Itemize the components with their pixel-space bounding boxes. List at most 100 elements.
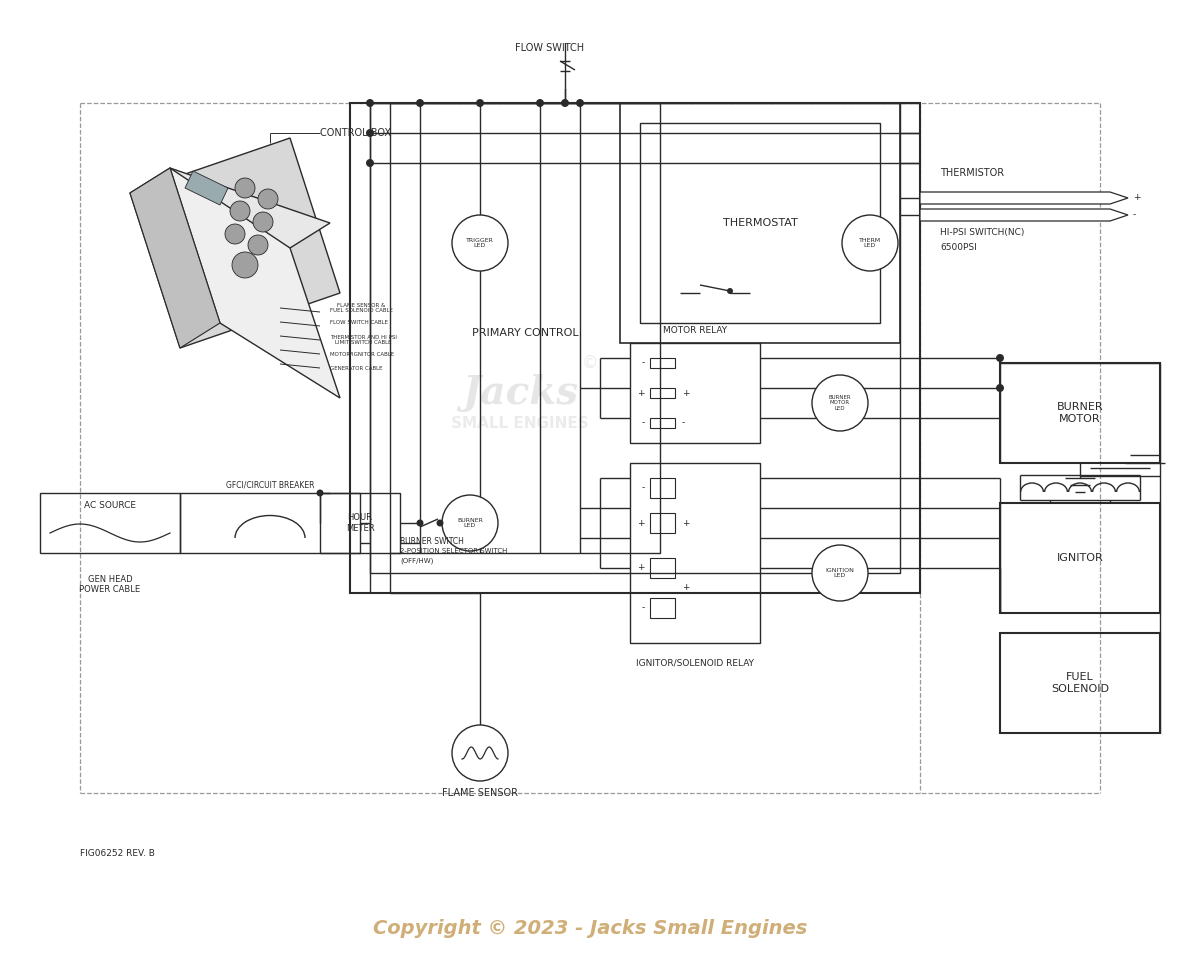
Bar bbox=[620, 103, 900, 343]
Bar bbox=[40, 493, 180, 553]
Circle shape bbox=[842, 215, 898, 271]
Bar bbox=[1000, 503, 1160, 613]
Text: AC SOURCE: AC SOURCE bbox=[84, 500, 136, 510]
Circle shape bbox=[257, 189, 278, 209]
Bar bbox=[180, 493, 360, 553]
Polygon shape bbox=[920, 192, 1128, 204]
Circle shape bbox=[235, 178, 255, 198]
Circle shape bbox=[727, 288, 733, 294]
Text: +: + bbox=[681, 388, 690, 398]
Text: BURNER SWITCH: BURNER SWITCH bbox=[400, 536, 464, 546]
Circle shape bbox=[226, 224, 244, 244]
Text: -: - bbox=[641, 484, 645, 492]
Text: 6500PSI: 6500PSI bbox=[940, 243, 977, 253]
Bar bbox=[629, 463, 761, 643]
Text: SMALL ENGINES: SMALL ENGINES bbox=[451, 415, 589, 430]
Bar bbox=[650, 513, 676, 533]
Text: HI-PSI SWITCH(NC): HI-PSI SWITCH(NC) bbox=[940, 229, 1024, 237]
Text: +: + bbox=[1133, 194, 1141, 202]
Circle shape bbox=[996, 354, 1004, 362]
Text: FIG06252 REV. B: FIG06252 REV. B bbox=[80, 848, 155, 857]
Text: THERM
LED: THERM LED bbox=[859, 237, 881, 248]
Text: (OFF/HW): (OFF/HW) bbox=[400, 558, 433, 564]
Text: MOTOR/IGNITOR CABLE: MOTOR/IGNITOR CABLE bbox=[329, 351, 394, 356]
Text: GFCI/CIRCUIT BREAKER: GFCI/CIRCUIT BREAKER bbox=[226, 480, 314, 489]
Polygon shape bbox=[130, 168, 329, 248]
Circle shape bbox=[996, 384, 1004, 392]
Text: FLAME SENSOR &
FUEL SOLENOID CABLE: FLAME SENSOR & FUEL SOLENOID CABLE bbox=[329, 303, 393, 313]
Bar bbox=[650, 558, 676, 578]
Circle shape bbox=[366, 159, 374, 167]
Text: HOUR
METER: HOUR METER bbox=[346, 514, 374, 532]
Bar bbox=[370, 103, 900, 573]
Text: +: + bbox=[681, 584, 690, 593]
Text: ©: © bbox=[582, 354, 599, 372]
Text: MOTOR RELAY: MOTOR RELAY bbox=[663, 326, 727, 335]
Circle shape bbox=[452, 215, 508, 271]
Text: 2-POSITION SELECTOR SWITCH: 2-POSITION SELECTOR SWITCH bbox=[400, 548, 508, 554]
Text: Copyright © 2023 - Jacks Small Engines: Copyright © 2023 - Jacks Small Engines bbox=[373, 919, 807, 938]
Circle shape bbox=[442, 495, 498, 551]
Circle shape bbox=[437, 520, 444, 526]
Circle shape bbox=[452, 725, 508, 781]
Text: -: - bbox=[641, 358, 645, 368]
Circle shape bbox=[417, 520, 424, 526]
Polygon shape bbox=[920, 209, 1128, 221]
Text: GEN HEAD
POWER CABLE: GEN HEAD POWER CABLE bbox=[79, 575, 141, 595]
Circle shape bbox=[248, 235, 268, 255]
Circle shape bbox=[253, 212, 273, 232]
Text: +: + bbox=[638, 388, 645, 398]
Text: GENERATOR CABLE: GENERATOR CABLE bbox=[329, 366, 383, 371]
Circle shape bbox=[813, 545, 868, 601]
Text: FUEL
SOLENOID: FUEL SOLENOID bbox=[1051, 672, 1109, 694]
Text: CONTROL BOX: CONTROL BOX bbox=[320, 128, 391, 138]
Bar bbox=[650, 478, 676, 498]
Circle shape bbox=[366, 99, 374, 107]
Text: +: + bbox=[638, 519, 645, 527]
Text: -: - bbox=[641, 418, 645, 427]
Circle shape bbox=[813, 375, 868, 431]
Bar bbox=[650, 598, 676, 618]
Bar bbox=[640, 123, 880, 323]
Text: TRIGGER
LED: TRIGGER LED bbox=[466, 237, 494, 248]
Text: -: - bbox=[1133, 210, 1136, 220]
Polygon shape bbox=[130, 138, 340, 348]
Bar bbox=[629, 343, 761, 443]
Text: Jacks: Jacks bbox=[462, 374, 578, 412]
Polygon shape bbox=[170, 168, 340, 398]
Text: -: - bbox=[681, 418, 685, 427]
Circle shape bbox=[231, 252, 257, 278]
Circle shape bbox=[576, 99, 583, 107]
Bar bbox=[350, 103, 920, 593]
Text: IGNITION
LED: IGNITION LED bbox=[826, 567, 854, 578]
Text: BURNER
MOTOR
LED: BURNER MOTOR LED bbox=[829, 395, 852, 412]
Circle shape bbox=[230, 201, 250, 221]
Circle shape bbox=[366, 129, 374, 137]
Text: +: + bbox=[681, 519, 690, 527]
Text: +: + bbox=[638, 563, 645, 572]
Circle shape bbox=[476, 99, 484, 107]
Text: FLOW SWITCH: FLOW SWITCH bbox=[515, 43, 585, 53]
Text: BURNER
MOTOR: BURNER MOTOR bbox=[1057, 402, 1103, 424]
Bar bbox=[650, 418, 676, 428]
Text: PRIMARY CONTROL: PRIMARY CONTROL bbox=[471, 328, 579, 338]
Text: THERMOSTAT: THERMOSTAT bbox=[723, 218, 797, 228]
Circle shape bbox=[536, 99, 544, 107]
Bar bbox=[1000, 633, 1160, 733]
Bar bbox=[1000, 363, 1160, 463]
Polygon shape bbox=[130, 168, 220, 348]
Text: BURNER
LED: BURNER LED bbox=[457, 518, 483, 528]
Circle shape bbox=[416, 99, 424, 107]
Text: IGNITOR: IGNITOR bbox=[1057, 553, 1103, 563]
Circle shape bbox=[317, 489, 324, 496]
Text: FLOW SWITCH CABLE: FLOW SWITCH CABLE bbox=[329, 319, 389, 325]
Text: IGNITOR/SOLENOID RELAY: IGNITOR/SOLENOID RELAY bbox=[637, 658, 753, 667]
Text: -: - bbox=[641, 603, 645, 612]
Bar bbox=[320, 493, 400, 553]
Bar bbox=[390, 103, 660, 553]
Text: THERMISTOR: THERMISTOR bbox=[940, 168, 1004, 178]
Circle shape bbox=[561, 99, 569, 107]
Polygon shape bbox=[185, 171, 228, 205]
Text: FLAME SENSOR: FLAME SENSOR bbox=[442, 788, 518, 798]
Text: THERMISTOR AND HI PSI
LIMIT SWITCH CABLE: THERMISTOR AND HI PSI LIMIT SWITCH CABLE bbox=[329, 335, 397, 345]
